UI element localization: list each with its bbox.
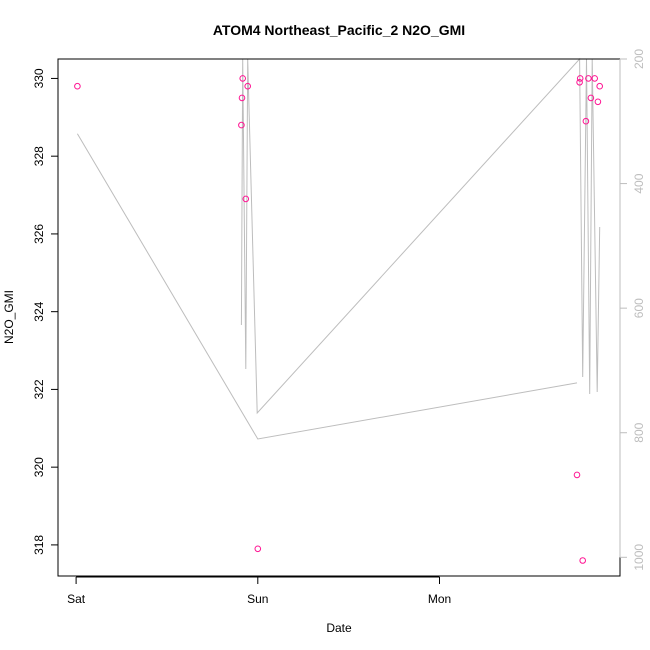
right-axis-tick-label: 400 [632,173,646,193]
data-point [254,545,262,553]
data-point [596,82,604,90]
right-axis-tick-label: 600 [632,298,646,318]
data-point [591,75,599,82]
chart-title: ATOM4 Northeast_Pacific_2 N2O_GMI [213,22,465,38]
data-point [238,121,245,129]
x-axis: Sat Sun Mon [67,576,451,606]
data-point [573,471,581,479]
y-tick-label: 328 [32,146,46,166]
x-tick-label: Sun [247,592,268,606]
profile-line-layer [76,57,601,440]
right-axis-tick-label: 200 [632,49,646,69]
y-tick-label: 330 [32,68,46,88]
data-point [576,75,584,82]
data-point [74,82,81,90]
y-tick-label: 322 [32,379,46,399]
plot-frame [57,58,621,577]
y-tick-label: 324 [32,301,46,321]
y-axis: 318 320 322 324 326 328 330 [32,68,59,555]
data-point [576,79,583,86]
data-point [594,98,602,106]
data-point [239,75,246,82]
x-tick-label: Mon [428,592,451,606]
x-axis-label: Date [326,621,352,635]
right-axis: 200 400 600 800 1000 [619,49,646,571]
right-axis-tick-label: 1000 [632,544,646,571]
y-tick-label: 318 [32,535,46,555]
data-point [244,82,251,90]
y-tick-label: 326 [32,224,46,244]
data-point [238,94,246,102]
data-point [242,195,250,203]
data-point [582,117,590,125]
y-tick-label: 320 [32,457,46,477]
profile-line [76,133,578,440]
data-point [579,557,587,564]
data-point [587,94,595,102]
points-layer [74,75,604,564]
data-point [585,75,592,82]
right-axis-tick-label: 800 [632,422,646,442]
y-axis-label: N2O_GMI [2,290,16,344]
x-tick-label: Sat [67,592,86,606]
profile-spikes [240,57,601,415]
